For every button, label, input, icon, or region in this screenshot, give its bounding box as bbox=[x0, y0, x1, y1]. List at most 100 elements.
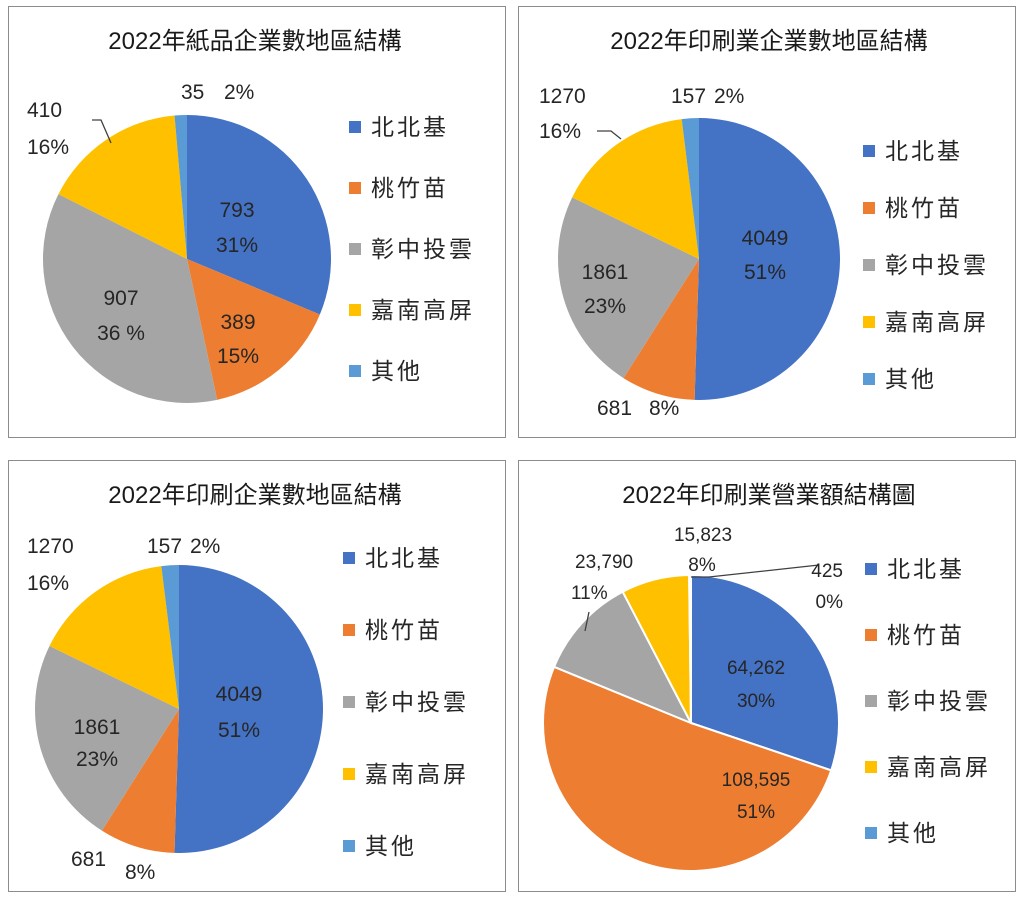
pie-slice-2 bbox=[101, 709, 179, 853]
pie-slice-2 bbox=[187, 259, 320, 400]
legend-label: 彰中投雲 bbox=[887, 689, 991, 715]
legend-swatch bbox=[865, 761, 877, 773]
pie-slice-5 bbox=[688, 573, 692, 724]
percent-label: 8% bbox=[688, 555, 716, 576]
legend-swatch bbox=[865, 695, 877, 707]
value-label: 410 bbox=[27, 99, 62, 122]
legend-label: 嘉南高屏 bbox=[885, 310, 989, 336]
chart-title: 2022年印刷業企業數地區結構 bbox=[610, 28, 927, 55]
legend-swatch bbox=[865, 827, 877, 839]
percent-label: 2% bbox=[714, 85, 744, 108]
percent-label: 8% bbox=[649, 397, 679, 420]
pie-slice-1 bbox=[694, 118, 841, 400]
pie-slice-1 bbox=[187, 115, 331, 315]
pie-slice-5 bbox=[681, 118, 699, 259]
legend-label: 桃竹苗 bbox=[365, 618, 443, 644]
legend-swatch bbox=[343, 768, 355, 780]
value-label: 681 bbox=[71, 848, 106, 871]
legend-label: 桃竹苗 bbox=[371, 176, 449, 202]
pie-chart: 2022年紙品企業數地區結構 793 31% 389 15% 907 36 % 410 16%… bbox=[27, 28, 475, 403]
percent-label: 16% bbox=[27, 572, 69, 595]
value-label: 1270 bbox=[539, 85, 586, 108]
pie-slice-1 bbox=[690, 573, 840, 772]
chart-title: 2022年印刷業營業額結構圖 bbox=[622, 482, 915, 509]
value-label: 681 bbox=[597, 397, 632, 420]
percent-label: 36 % bbox=[97, 322, 145, 345]
legend-label: 嘉南高屏 bbox=[887, 755, 991, 781]
legend-label: 其他 bbox=[365, 834, 417, 860]
legend-swatch bbox=[349, 365, 361, 377]
chart-panel-printing-industry-companies: 2022年印刷業企業數地區結構 4049 51% 681 8% 1861 23% 1270 1… bbox=[518, 6, 1016, 438]
pie-slice-4 bbox=[49, 566, 179, 709]
value-label: 793 bbox=[219, 199, 254, 222]
legend-label: 北北基 bbox=[885, 139, 963, 165]
percent-label: 30% bbox=[737, 691, 775, 712]
legend-label: 其他 bbox=[371, 359, 423, 385]
legend-label: 彰中投雲 bbox=[885, 253, 989, 279]
value-label: 425 bbox=[811, 561, 843, 582]
chart-panel-paper-companies: 2022年紙品企業數地區結構 793 31% 389 15% 907 36 % 410 16%… bbox=[8, 6, 506, 438]
percent-label: 51% bbox=[737, 802, 775, 823]
pie-chart: 2022年印刷業企業數地區結構 4049 51% 681 8% 1861 23% 1270 1… bbox=[539, 28, 989, 420]
value-label: 1270 bbox=[27, 535, 74, 558]
percent-label: 8% bbox=[125, 861, 155, 884]
chart-title: 2022年印刷企業數地區結構 bbox=[108, 482, 401, 509]
legend-label: 嘉南高屏 bbox=[371, 298, 475, 324]
legend-swatch bbox=[349, 182, 361, 194]
legend-label: 其他 bbox=[885, 367, 937, 393]
pie-slice-2 bbox=[542, 665, 833, 872]
legend-swatch bbox=[343, 552, 355, 564]
leader-line bbox=[691, 564, 820, 578]
pie-slice-3 bbox=[552, 590, 694, 725]
leader-line bbox=[597, 130, 622, 140]
percent-label: 2% bbox=[190, 535, 220, 558]
chart-panel-printing-revenue: 2022年印刷業營業額結構圖 64,262 30% 108,595 51% 23,790… bbox=[518, 460, 1016, 892]
value-label: 108,595 bbox=[722, 770, 791, 791]
value-label: 4049 bbox=[742, 227, 789, 250]
value-label: 64,262 bbox=[727, 658, 785, 679]
legend-swatch bbox=[863, 373, 875, 385]
chart-title: 2022年紙品企業數地區結構 bbox=[108, 28, 401, 55]
legend-swatch bbox=[343, 624, 355, 636]
legend-label: 北北基 bbox=[887, 557, 965, 583]
pie-slice-2 bbox=[623, 259, 699, 400]
pie-slice-3 bbox=[42, 194, 218, 403]
value-label: 1861 bbox=[74, 716, 121, 739]
legend-label: 其他 bbox=[887, 821, 939, 847]
value-label: 1861 bbox=[582, 261, 629, 284]
legend-label: 桃竹苗 bbox=[887, 623, 965, 649]
value-label: 35 bbox=[181, 81, 204, 104]
value-label: 157 bbox=[671, 85, 706, 108]
percent-label: 51% bbox=[744, 261, 786, 284]
legend-label: 嘉南高屏 bbox=[365, 762, 469, 788]
legend-swatch bbox=[343, 696, 355, 708]
percent-label: 11% bbox=[571, 583, 608, 604]
pie-slice-4 bbox=[572, 119, 699, 259]
percent-label: 23% bbox=[584, 295, 626, 318]
pie-chart: 2022年印刷業營業額結構圖 64,262 30% 108,595 51% 23,790… bbox=[542, 482, 991, 872]
legend-swatch bbox=[863, 202, 875, 214]
legend-label: 北北基 bbox=[371, 115, 449, 141]
percent-label: 23% bbox=[76, 748, 118, 771]
legend-swatch bbox=[865, 629, 877, 641]
legend-label: 桃竹苗 bbox=[885, 196, 963, 222]
chart-panel-printing-companies: 2022年印刷企業數地區結構 4049 51% 681 8% 1861 23% 1270 16… bbox=[8, 460, 506, 892]
percent-label: 51% bbox=[218, 719, 260, 742]
legend-swatch bbox=[863, 316, 875, 328]
legend-swatch bbox=[863, 259, 875, 271]
pie-slice-5 bbox=[161, 565, 179, 709]
leader-line bbox=[92, 119, 112, 144]
pie-slice-5 bbox=[174, 115, 187, 259]
percent-label: 16% bbox=[539, 120, 581, 143]
percent-label: 0% bbox=[816, 592, 844, 613]
legend-swatch bbox=[349, 243, 361, 255]
legend-swatch bbox=[865, 563, 877, 575]
percent-label: 31% bbox=[216, 234, 258, 257]
value-label: 4049 bbox=[216, 683, 263, 706]
legend-swatch bbox=[343, 840, 355, 852]
pie-slice-1 bbox=[174, 565, 324, 853]
pie-chart: 2022年印刷企業數地區結構 4049 51% 681 8% 1861 23% 1270 16… bbox=[27, 482, 469, 884]
pie-slice-3 bbox=[558, 197, 699, 379]
percent-label: 2% bbox=[224, 81, 254, 104]
percent-label: 15% bbox=[217, 345, 259, 368]
